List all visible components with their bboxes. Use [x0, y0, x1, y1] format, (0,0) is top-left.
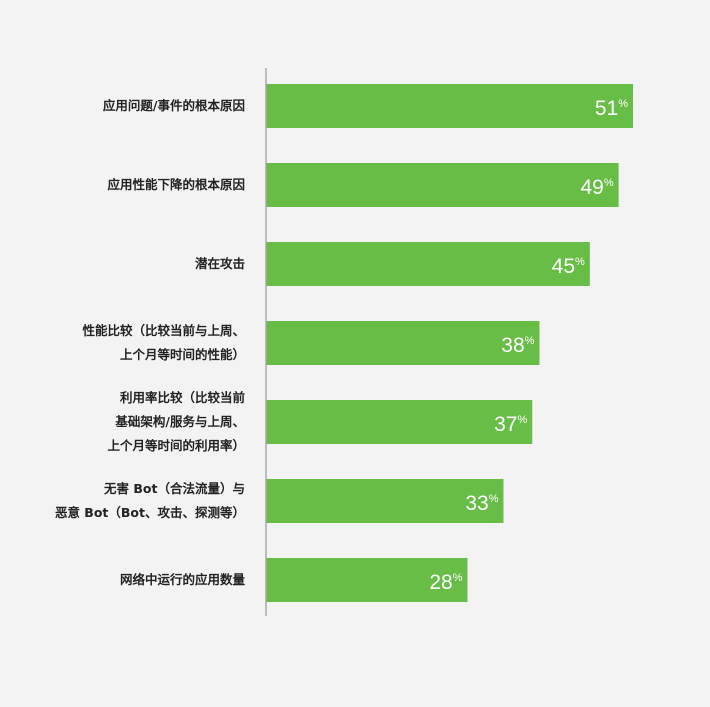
value-label: 37%: [494, 413, 527, 436]
category-label: 应用性能下降的根本原因: [107, 177, 245, 192]
value-label: 33%: [465, 492, 498, 515]
bar: [266, 242, 590, 286]
bar: [266, 479, 504, 523]
bar: [266, 400, 533, 444]
category-label: 潜在攻击: [195, 256, 245, 271]
category-label: 利用率比较（比较当前: [120, 390, 246, 405]
category-label: 基础架构/服务与上周、: [114, 414, 245, 429]
value-label: 38%: [501, 334, 534, 357]
category-label: 上个月等时间的利用率）: [107, 438, 245, 453]
category-label: 上个月等时间的性能）: [120, 347, 245, 362]
value-label: 28%: [429, 571, 462, 594]
category-label: 恶意 Bot（Bot、攻击、探测等）: [55, 505, 245, 520]
value-label: 51%: [595, 97, 628, 120]
category-label: 网络中运行的应用数量: [120, 572, 246, 587]
bar: [266, 84, 633, 128]
bar: [266, 321, 540, 365]
category-label: 应用问题/事件的根本原因: [103, 98, 245, 113]
value-label: 49%: [580, 176, 613, 199]
category-label: 无害 Bot（合法流量）与: [103, 481, 245, 496]
bar: [266, 163, 619, 207]
value-label: 45%: [552, 255, 585, 278]
bar: [266, 558, 468, 602]
category-label: 性能比较（比较当前与上周、: [81, 323, 245, 338]
